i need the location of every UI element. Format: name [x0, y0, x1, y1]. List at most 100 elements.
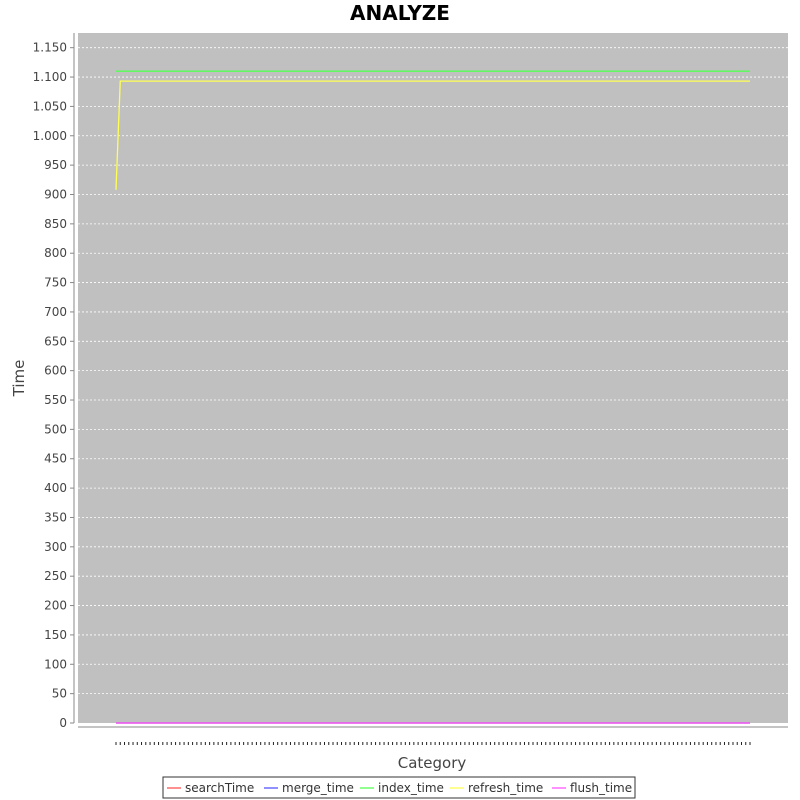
x-tick-label	[353, 742, 355, 745]
x-tick-label	[685, 742, 687, 745]
legend-box	[162, 776, 636, 799]
x-tick-label	[315, 742, 317, 745]
x-tick-label	[392, 742, 394, 745]
x-tick-label	[230, 742, 232, 745]
x-tick-label	[443, 742, 445, 745]
x-tick-label	[341, 742, 343, 745]
x-axis-label: Category	[398, 754, 467, 772]
legend: searchTime merge_time index_time refresh_ti…	[167, 781, 632, 795]
y-tick-label: 700	[44, 305, 67, 319]
x-tick-label	[336, 742, 338, 745]
x-tick-label	[349, 742, 351, 745]
x-tick-label	[723, 742, 725, 745]
x-tick-label	[596, 742, 598, 745]
legend-item-label: refresh_time	[468, 781, 543, 795]
legend-item-label: flush_time	[570, 781, 632, 795]
x-tick-label	[660, 742, 662, 745]
x-tick-label	[740, 742, 742, 745]
x-tick-label	[664, 742, 666, 745]
x-tick-label	[328, 742, 330, 745]
x-tick-label	[485, 742, 487, 745]
y-tick-label: 850	[44, 217, 67, 231]
x-tick-label	[447, 742, 449, 745]
x-tick-label	[200, 742, 202, 745]
x-tick-label	[583, 742, 585, 745]
x-tick-label	[166, 742, 168, 745]
x-tick-label	[247, 742, 249, 745]
x-tick-label	[379, 742, 381, 745]
x-tick-label	[519, 742, 521, 745]
x-tick-label	[366, 742, 368, 745]
x-tick-label	[362, 742, 364, 745]
y-tick-label: 1.150	[33, 41, 67, 55]
x-tick-label	[728, 742, 730, 745]
y-tick-label: 550	[44, 393, 67, 407]
x-tick-label	[426, 742, 428, 745]
y-tick-label: 900	[44, 187, 67, 201]
x-tick-label	[243, 742, 245, 745]
x-tick-label	[264, 742, 266, 745]
x-tick-label	[387, 742, 389, 745]
x-tick-label	[421, 742, 423, 745]
x-tick-label	[451, 742, 453, 745]
x-tick-label	[149, 742, 151, 745]
x-tick-label	[124, 742, 126, 745]
y-tick-label: 450	[44, 452, 67, 466]
y-tick-label: 100	[44, 657, 67, 671]
y-tick-label: 600	[44, 364, 67, 378]
x-tick-label	[183, 742, 185, 745]
y-tick-label: 0	[59, 716, 67, 730]
x-tick-label	[477, 742, 479, 745]
x-tick-label	[711, 742, 713, 745]
x-tick-label	[162, 742, 164, 745]
y-axis-label: Time	[10, 360, 28, 398]
x-tick-label	[541, 742, 543, 745]
x-tick-label	[749, 742, 751, 745]
x-tick-label	[549, 742, 551, 745]
x-tick-label	[655, 742, 657, 745]
x-tick-label	[358, 742, 360, 745]
x-tick-label	[136, 742, 138, 745]
x-tick-label	[413, 742, 415, 745]
x-tick-label	[383, 742, 385, 745]
x-tick-label	[158, 742, 160, 745]
x-tick-label	[119, 742, 121, 745]
x-tick-label	[732, 742, 734, 745]
x-tick-label	[481, 742, 483, 745]
x-tick-label	[332, 742, 334, 745]
x-tick-label	[702, 742, 704, 745]
x-tick-label	[115, 742, 117, 745]
x-tick-label	[498, 742, 500, 745]
x-tick-label	[570, 742, 572, 745]
x-tick-label	[345, 742, 347, 745]
x-tick-label	[404, 742, 406, 745]
x-tick-label	[528, 742, 530, 745]
x-tick-label	[502, 742, 504, 745]
x-tick-label	[375, 742, 377, 745]
x-tick-label	[285, 742, 287, 745]
x-tick-label	[736, 742, 738, 745]
x-tick-label	[141, 742, 143, 745]
x-tick-label	[323, 742, 325, 745]
x-tick-label	[409, 742, 411, 745]
x-tick-label	[575, 742, 577, 745]
x-tick-label	[289, 742, 291, 745]
x-tick-label	[306, 742, 308, 745]
x-tick-label	[651, 742, 653, 745]
x-tick-label	[489, 742, 491, 745]
x-tick-label	[132, 742, 134, 745]
x-tick-label	[370, 742, 372, 745]
y-tick-label: 800	[44, 246, 67, 260]
x-tick-label	[719, 742, 721, 745]
x-tick-label	[532, 742, 534, 745]
x-tick-label	[238, 742, 240, 745]
y-tick-label: 200	[44, 599, 67, 613]
x-tick-label	[626, 742, 628, 745]
x-tick-label	[294, 742, 296, 745]
x-tick-label	[311, 742, 313, 745]
x-tick-label	[434, 742, 436, 745]
x-tick-label	[745, 742, 747, 745]
x-tick-label	[647, 742, 649, 745]
x-tick-label	[715, 742, 717, 745]
x-tick-label	[506, 742, 508, 745]
